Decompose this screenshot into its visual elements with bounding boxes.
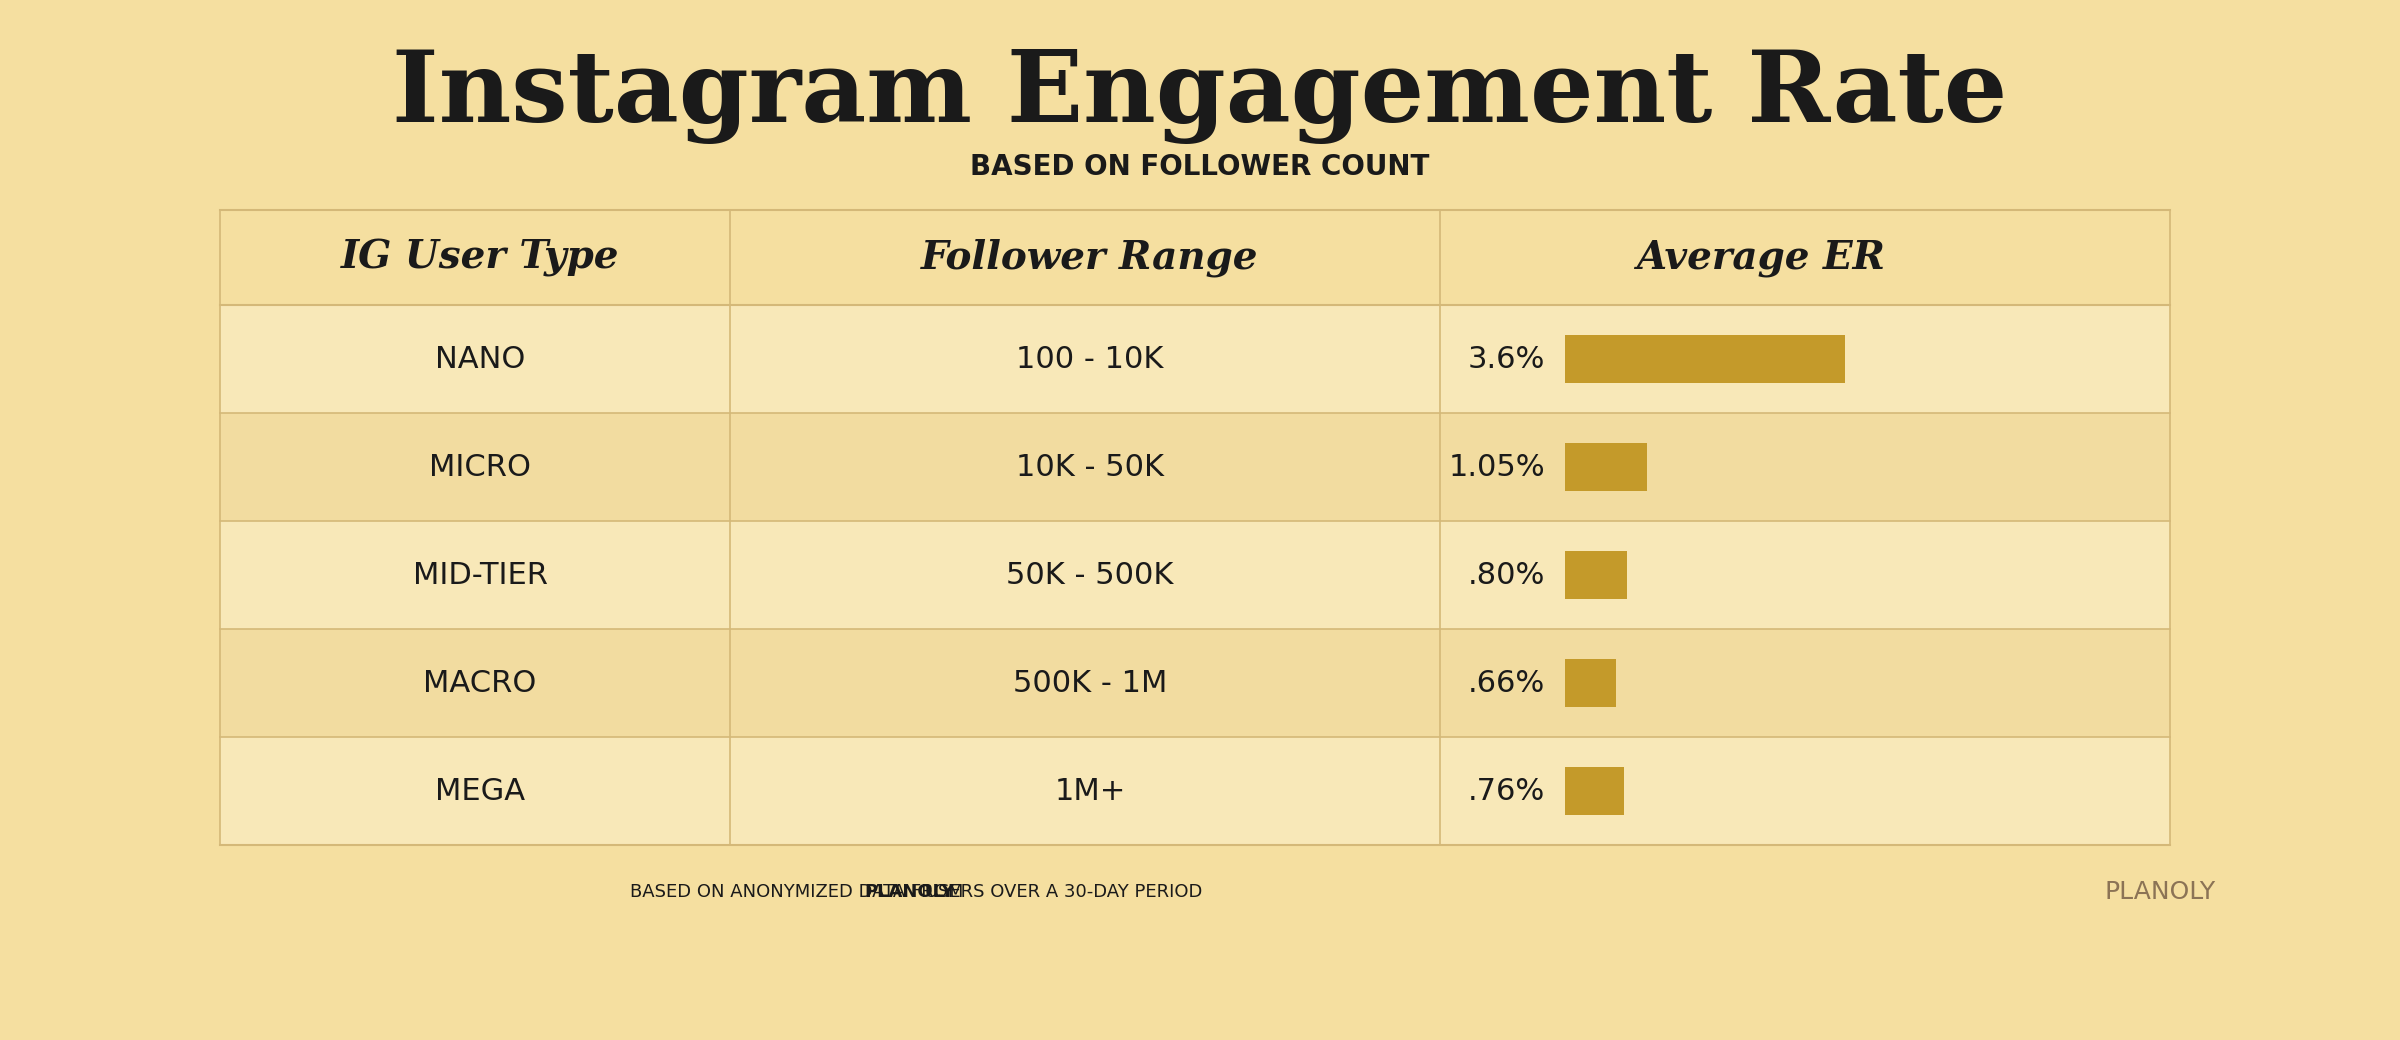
Text: 100 - 10K: 100 - 10K (1015, 344, 1164, 373)
Text: BASED ON ANONYMIZED DATA FROM: BASED ON ANONYMIZED DATA FROM (629, 883, 970, 901)
Text: Instagram Engagement Rate: Instagram Engagement Rate (391, 47, 2009, 144)
Text: USERS OVER A 30-DAY PERIOD: USERS OVER A 30-DAY PERIOD (919, 883, 1202, 901)
Bar (1565, 551, 1627, 599)
Bar (1565, 443, 1646, 491)
Text: 50K - 500K: 50K - 500K (1006, 561, 1174, 590)
Text: IG User Type: IG User Type (341, 238, 619, 277)
Bar (221, 305, 2170, 413)
Text: Average ER: Average ER (1634, 238, 1884, 277)
Text: .66%: .66% (1469, 669, 1546, 698)
Text: MICRO: MICRO (430, 452, 530, 482)
Text: BASED ON FOLLOWER COUNT: BASED ON FOLLOWER COUNT (970, 153, 1430, 181)
Text: 3.6%: 3.6% (1469, 344, 1546, 373)
Text: 1.05%: 1.05% (1447, 452, 1546, 482)
Text: 1M+: 1M+ (1054, 777, 1126, 806)
Bar (1565, 768, 1625, 814)
Text: MEGA: MEGA (434, 777, 526, 806)
Text: 500K - 1M: 500K - 1M (1013, 669, 1166, 698)
Bar (1565, 335, 1846, 383)
Text: 10K - 50K: 10K - 50K (1015, 452, 1164, 482)
Bar (221, 737, 2170, 844)
Text: Follower Range: Follower Range (922, 238, 1258, 277)
Bar (1565, 659, 1615, 707)
Text: .80%: .80% (1469, 561, 1546, 590)
Bar (221, 629, 2170, 737)
Text: .76%: .76% (1469, 777, 1546, 806)
Bar (221, 521, 2170, 629)
Text: MID-TIER: MID-TIER (413, 561, 547, 590)
Text: PLANOLY: PLANOLY (864, 883, 955, 901)
Text: MACRO: MACRO (422, 669, 538, 698)
Text: PLANOLY: PLANOLY (2105, 880, 2215, 904)
Text: NANO: NANO (434, 344, 526, 373)
Bar (221, 413, 2170, 521)
